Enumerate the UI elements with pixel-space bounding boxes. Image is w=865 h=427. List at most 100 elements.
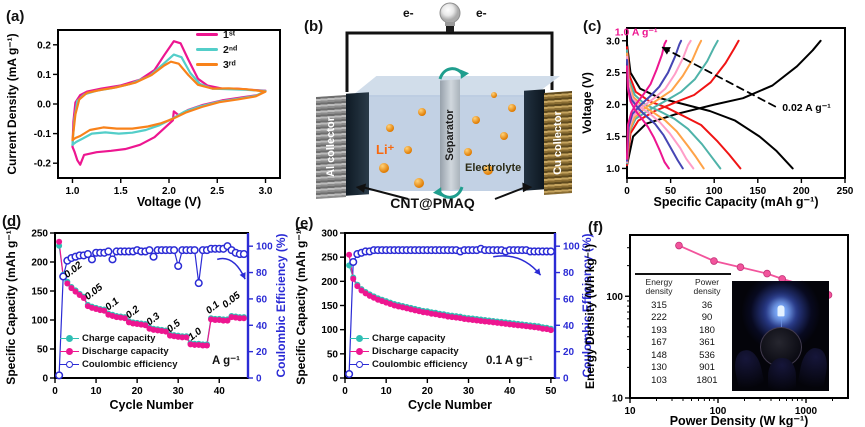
panel-c-label: (c) [583,18,602,35]
legend-swatch [196,48,218,51]
electron-flow-label-left: e- [403,6,414,20]
energy-value: 167 [651,337,667,349]
svg-text:40: 40 [504,386,516,397]
legend-label: Coulombic efficiency [82,359,178,370]
table-header: Energy density [645,277,673,296]
panel-c: (c) 0 50 100 150 200 250 1.0 1.5 2.0 2.5 3.0 Specif… [575,0,865,213]
energy-value: 130 [651,362,667,374]
svg-text:200: 200 [321,277,338,288]
svg-text:1.0 A g⁻¹: 1.0 A g⁻¹ [615,27,658,39]
legend-item: 3ʳᵈ [196,57,237,72]
svg-text:250: 250 [31,229,48,240]
svg-text:3.0: 3.0 [606,36,620,47]
svg-text:2.0: 2.0 [606,100,620,111]
svg-text:150: 150 [321,301,338,312]
cycling-legend: Charge capacity Discharge capacity Coulo… [60,332,178,371]
svg-text:Voltage (V): Voltage (V) [137,195,201,209]
panel-f-label: (f) [588,219,603,236]
current-density-label: 0.1 A g⁻¹ [486,355,533,367]
rate-unit-label: A g⁻¹ [212,355,240,367]
svg-text:60: 60 [563,294,575,305]
gcd-chart: 0 50 100 150 200 250 1.0 1.5 2.0 2.5 3.0 Specific C… [575,0,865,213]
finger [796,346,829,391]
svg-text:20: 20 [563,347,575,358]
power-value: 180 [699,324,715,336]
svg-text:10: 10 [381,386,393,397]
legend-item: Charge capacity [350,332,468,345]
svg-text:0.1: 0.1 [37,70,51,81]
svg-text:0: 0 [563,374,569,385]
svg-text:100: 100 [706,186,723,197]
legend-swatch [60,348,79,355]
svg-text:1.0: 1.0 [606,164,620,175]
svg-text:1.0: 1.0 [66,186,80,197]
svg-text:1.5: 1.5 [114,186,128,197]
led-lead [780,315,782,333]
table-row: 222 90 [635,312,731,325]
legend-swatch [60,361,79,368]
svg-text:0: 0 [256,374,262,385]
panel-f: (f) 10 100 1000 10 100 Power Density (W kg⁻¹)… [580,213,865,427]
svg-text:30: 30 [173,386,185,397]
diagram-arrows [355,67,533,200]
svg-text:Coulombic Efficiency (%): Coulombic Efficiency (%) [274,233,288,377]
table-row: 315 36 [635,300,731,313]
svg-text:Cycle Number: Cycle Number [408,398,492,412]
svg-text:Current Density (mA g⁻¹): Current Density (mA g⁻¹) [5,33,19,174]
legend-label: Discharge capacity [372,346,459,357]
svg-text:40: 40 [256,321,268,332]
svg-text:Coulombic Efficiency (%): Coulombic Efficiency (%) [580,233,594,377]
energy-power-table: Energy density Power density 315 36 222 90… [635,273,731,387]
svg-text:100: 100 [606,292,623,303]
svg-text:50: 50 [545,386,557,397]
circuit-wires [345,31,554,92]
legend-swatch [350,335,369,342]
panel-a: (a) 1.0 1.5 2.0 2.5 3.0 -0.2 -0.1 0.0 0.1 0.2 Volt… [0,0,290,213]
li-ion-ball [404,146,412,154]
panel-b: (b) e- e- Al collector Separator Cu coll… [290,0,575,213]
svg-text:40: 40 [563,321,575,332]
svg-text:0.2: 0.2 [37,40,51,51]
energy-value: 103 [651,374,667,386]
table-row: 193 180 [635,325,731,338]
li-ion-ball [472,116,480,124]
legend-item: Charge capacity [60,332,178,345]
legend-swatch [196,33,218,36]
electrolyte-label: Electrolyte [465,162,522,174]
svg-text:Power Density (W kg⁻¹): Power Density (W kg⁻¹) [670,414,809,427]
svg-text:80: 80 [563,268,575,279]
svg-text:60: 60 [256,294,268,305]
legend-label: Coulombic efficiency [372,359,468,370]
cv-legend: 1ˢᵗ 2ⁿᵈ 3ʳᵈ [196,27,237,72]
svg-text:30: 30 [463,386,475,397]
table-row: 167 361 [635,337,731,350]
svg-text:2.5: 2.5 [606,68,620,79]
svg-text:40: 40 [214,386,226,397]
light-bulb-icon [439,2,461,32]
li-ion-ball [500,132,508,140]
legend-label: Charge capacity [82,333,156,344]
table-header-row: Energy density Power density [635,278,731,296]
svg-text:20: 20 [256,347,268,358]
panel-d: (d) 0 10 20 30 40 0 50 100 150 200 250 0 20 40 60 80 100… [0,213,290,427]
svg-text:100: 100 [31,316,48,327]
cycling-legend: Charge capacity Discharge capacity Coulo… [350,332,468,371]
legend-item: 2ⁿᵈ [196,42,237,57]
svg-text:Voltage (V): Voltage (V) [580,72,594,134]
svg-text:0.05: 0.05 [83,282,105,303]
svg-text:0.0: 0.0 [37,100,51,111]
lithium-ion-label: Li⁺ [376,142,395,157]
power-value: 36 [701,299,713,311]
legend-item: Discharge capacity [350,345,468,358]
table-header: Power density [693,277,721,296]
svg-text:-0.1: -0.1 [34,129,52,140]
svg-text:0.05: 0.05 [220,290,242,311]
svg-text:250: 250 [837,186,854,197]
svg-text:250: 250 [321,253,338,264]
legend-swatch [350,361,369,368]
svg-text:50: 50 [665,186,677,197]
legend-label: 1ˢᵗ [223,28,236,41]
legend-swatch [196,63,218,66]
li-ion-ball [464,148,472,156]
